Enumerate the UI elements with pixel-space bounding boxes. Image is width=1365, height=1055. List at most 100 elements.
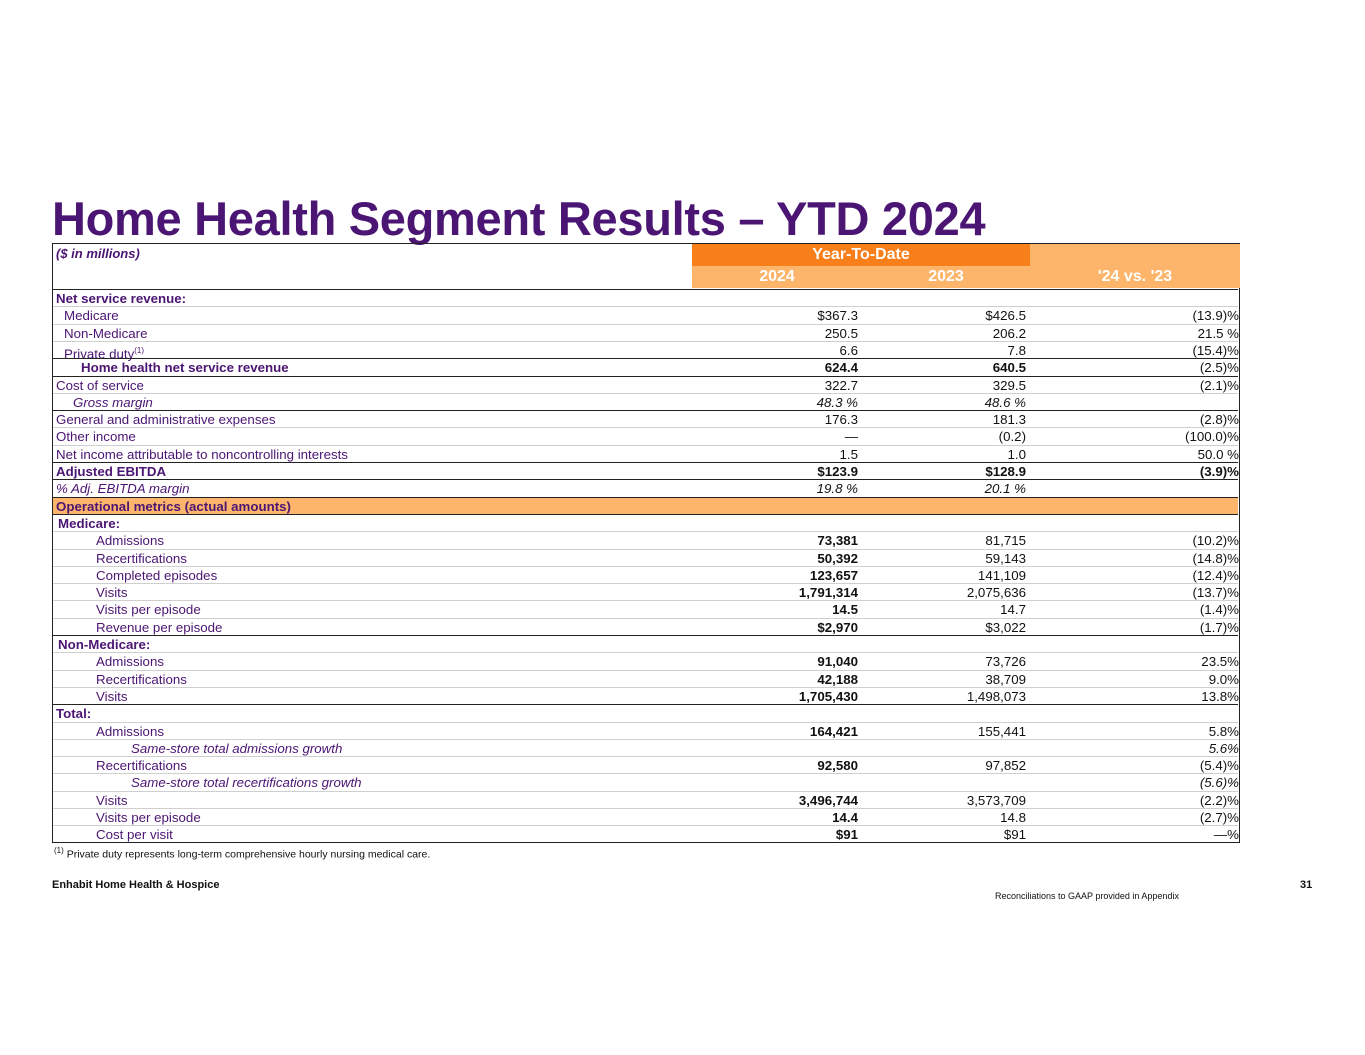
value-change: (100.0)% <box>1185 429 1239 445</box>
value-change: (2.2)% <box>1199 792 1239 808</box>
footnote: (1) Private duty represents long-term co… <box>54 846 430 861</box>
row-label: Private duty(1) <box>64 345 144 362</box>
value-2023: 20.1 % <box>984 481 1026 497</box>
value-change: 50.0 % <box>1197 446 1239 462</box>
row-label: Medicare: <box>58 515 121 531</box>
row-label: Cost per visit <box>96 827 173 843</box>
value-change: 23.5% <box>1201 654 1239 670</box>
value-2024: 91,040 <box>817 654 858 670</box>
table-row: % Adj. EBITDA margin 19.8 % 20.1 % <box>53 479 1238 496</box>
row-label: Recertifications <box>96 758 187 774</box>
table-row: Cost per visit $91 $91 —% <box>53 825 1239 843</box>
table-row: Recertifications 92,580 97,852 (5.4)% <box>53 756 1239 774</box>
table-row: Completed episodes 123,657 141,109 (12.4)% <box>53 565 1239 583</box>
table-row: Visits 3,496,744 3,573,709 (2.2)% <box>53 790 1239 808</box>
row-label: Operational metrics (actual amounts) <box>56 498 291 514</box>
value-change: (2.7)% <box>1199 810 1239 825</box>
row-label: Visits <box>96 688 128 704</box>
row-label: Visits <box>96 792 128 808</box>
table-row: Revenue per episode $2,970 $3,022 (1.7)% <box>53 617 1239 635</box>
value-2024: 3,496,744 <box>798 792 858 808</box>
footnote-reference: (1) <box>134 345 144 355</box>
value-2023: $426.5 <box>985 308 1026 324</box>
value-change: (2.1)% <box>1199 377 1239 393</box>
value-2024: 123,657 <box>809 567 858 583</box>
table-row: Total: <box>53 704 1238 721</box>
value-2024: $123.9 <box>817 464 858 479</box>
table-row: Same-store total admissions growth 5.6% <box>53 738 1239 756</box>
value-2023: $91 <box>1003 827 1026 843</box>
value-2023: 73,726 <box>985 654 1026 670</box>
row-label: Recertifications <box>96 671 187 687</box>
value-2023: 2,075,636 <box>966 585 1026 601</box>
table-row: Private duty(1) 6.6 7.8 (15.4)% <box>53 340 1239 361</box>
value-2023: 3,573,709 <box>966 792 1026 808</box>
value-2023: 48.6 % <box>984 394 1026 410</box>
value-change: 5.6% <box>1208 740 1239 756</box>
value-change: (13.9)% <box>1192 308 1239 324</box>
value-2024: 250.5 <box>824 325 858 341</box>
row-label: Cost of service <box>56 377 144 393</box>
table-row: Admissions 91,040 73,726 23.5% <box>53 652 1239 670</box>
value-2023: 1,498,073 <box>966 688 1026 704</box>
value-2024: 48.3 % <box>816 394 858 410</box>
value-2023: 155,441 <box>977 723 1026 739</box>
table-row: Same-store total recertifications growth… <box>53 773 1239 791</box>
value-change: (12.4)% <box>1192 567 1239 583</box>
table-row: Cost of service 322.7 329.5 (2.1)% <box>53 375 1239 393</box>
table-row: Non-Medicare: <box>53 635 1238 652</box>
value-2024: 164,421 <box>809 723 858 739</box>
row-label: Medicare <box>64 308 119 324</box>
table-row: Visits per episode 14.5 14.7 (1.4)% <box>53 600 1239 618</box>
row-label: Adjusted EBITDA <box>56 464 167 479</box>
value-2023: 14.8 <box>1000 810 1026 825</box>
value-change: —% <box>1213 827 1239 843</box>
value-2023: 329.5 <box>992 377 1026 393</box>
row-label: Net service revenue: <box>56 291 187 306</box>
value-change: (3.9)% <box>1199 464 1239 479</box>
value-2024: 50,392 <box>817 550 858 566</box>
value-change: (1.7)% <box>1199 619 1239 635</box>
header-year-to-date: Year-To-Date <box>692 244 1030 266</box>
units-label: ($ in millions) <box>56 246 140 261</box>
table-row: Non-Medicare 250.5 206.2 21.5 % <box>53 323 1239 341</box>
value-2024: 92,580 <box>817 758 858 774</box>
row-label: Revenue per episode <box>96 619 223 635</box>
value-2024: 19.8 % <box>816 481 858 497</box>
value-2024: 14.4 <box>832 810 858 825</box>
value-2024: $91 <box>835 827 858 843</box>
value-2024: $2,970 <box>817 619 858 635</box>
value-2023: $128.9 <box>985 464 1026 479</box>
table-row: Recertifications 42,188 38,709 9.0% <box>53 669 1239 687</box>
value-2023: 97,852 <box>985 758 1026 774</box>
value-change: (5.6)% <box>1199 775 1239 791</box>
footnote-marker: (1) <box>54 846 64 855</box>
table-row: Admissions 164,421 155,441 5.8% <box>53 721 1239 739</box>
value-2024: 6.6 <box>839 342 859 358</box>
table-row: Admissions 73,381 81,715 (10.2)% <box>53 531 1239 549</box>
header-2024: 2024 <box>759 268 795 285</box>
value-2023: 14.7 <box>1000 602 1026 618</box>
value-change: 21.5 % <box>1197 325 1239 341</box>
row-label: Gross margin <box>73 394 153 410</box>
table-row: Net service revenue: <box>53 289 1238 306</box>
table-row: Medicare $367.3 $426.5 (13.9)% <box>53 306 1239 324</box>
row-label: Admissions <box>96 533 164 549</box>
footnote-text: Private duty represents long-term compre… <box>66 848 431 861</box>
value-change: (13.7)% <box>1192 585 1239 601</box>
value-2023: 1.0 <box>1007 446 1027 462</box>
table-row: General and administrative expenses 176.3… <box>53 410 1239 428</box>
table-row: Operational metrics (actual amounts) <box>53 496 1238 514</box>
value-change: (15.4)% <box>1192 342 1239 358</box>
value-change: 9.0% <box>1208 671 1239 687</box>
value-2023: 81,715 <box>985 533 1026 549</box>
row-label: Net income attributable to noncontrollin… <box>56 446 348 462</box>
value-change: (5.4)% <box>1199 758 1239 774</box>
table-row: Recertifications 50,392 59,143 (14.8)% <box>53 548 1239 566</box>
row-label: Non-Medicare: <box>58 637 151 652</box>
value-2024: 176.3 <box>824 412 858 428</box>
table-row: Home health net service revenue 624.4 640.… <box>53 358 1239 376</box>
value-change: 13.8% <box>1201 688 1239 704</box>
value-change: (2.8)% <box>1199 412 1239 428</box>
value-change: (2.5)% <box>1199 360 1239 376</box>
